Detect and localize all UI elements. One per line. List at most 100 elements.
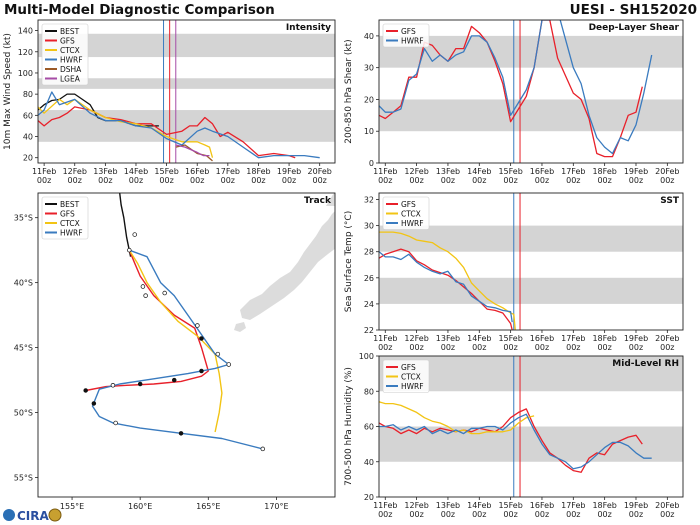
rh-xtick-label: 15Feb 00z — [498, 501, 522, 519]
sst-ytick-label: 22 — [364, 326, 374, 335]
intensity-legend-label-dsha: DSHA — [60, 65, 82, 74]
sst-xtick-label: 12Feb 00z — [404, 334, 428, 352]
shear-series-hwrf — [379, 20, 653, 155]
rh-series-group — [379, 401, 652, 473]
intensity-frame — [37, 19, 336, 164]
intensity-xtick-label: 19Feb 00z — [277, 167, 301, 185]
intensity-legend-label-best: BEST — [60, 27, 80, 36]
track-panel: 155°E 160°E 165°E 170°E 35°S 40°S 45°S 50°S 55°S… — [14, 192, 336, 511]
shear-panel-title: Deep-Layer Shear — [589, 23, 680, 33]
sst-xtick-label: 15Feb 00z — [498, 334, 522, 352]
track-position-marker — [132, 232, 137, 237]
shear-shaded-band — [379, 99, 683, 132]
rh-legend-label-hwrf: HWRF — [401, 382, 424, 391]
sst-series-group — [379, 231, 516, 330]
rh-shaded-band — [379, 356, 683, 392]
sst-xtick-label: 13Feb 00z — [436, 334, 460, 352]
intensity-xtick-label: 16Feb 00z — [185, 167, 209, 185]
intensity-ytick-label: 80 — [23, 90, 33, 99]
rh-xtick-label: 11Feb 00z — [373, 501, 397, 519]
track-xtick-label: 170°E — [264, 502, 288, 511]
shear-xtick-label: 12Feb 00z — [404, 167, 428, 185]
shear-xtick-label: 11Feb 00z — [373, 167, 397, 185]
track-map-layer — [83, 193, 335, 452]
rh-xtick-label: 12Feb 00z — [404, 501, 428, 519]
sst-series-hwrf — [379, 251, 513, 323]
rh-legend — [382, 359, 430, 393]
track-series-hwrf — [91, 249, 263, 450]
shear-xtick-label: 20Feb 00z — [655, 167, 679, 185]
sst-xtick-label: 11Feb 00z — [373, 334, 397, 352]
track-legend-label-ctcx: CTCX — [60, 219, 80, 228]
shear-series-group — [379, 20, 653, 158]
track-position-marker — [127, 247, 132, 253]
rh-legend-label-ctcx: CTCX — [401, 373, 421, 382]
track-position-marker — [199, 368, 204, 374]
track-position-marker — [215, 351, 221, 357]
sst-shaded-band — [379, 277, 683, 304]
shear-xtick-label: 13Feb 00z — [436, 167, 460, 185]
intensity-xtick-label: 20Feb 00z — [308, 167, 332, 185]
track-ytick-label: 55°S — [14, 474, 33, 483]
sst-legend — [382, 196, 430, 230]
sst-legend-label-gfs: GFS — [401, 200, 416, 209]
cira-logo: CIRA — [3, 508, 62, 523]
storm-id-label: UESI - SH152020 — [570, 2, 697, 18]
shear-xtick-label: 17Feb 00z — [561, 167, 585, 185]
intensity-legend-label-gfs: GFS — [60, 37, 75, 46]
track-plot-area — [38, 193, 335, 497]
rh-ytick-label: 20 — [364, 493, 374, 502]
track-xtick-label: 160°E — [128, 502, 152, 511]
intensity-ytick-label: 20 — [23, 154, 33, 163]
sst-plot-area — [379, 193, 683, 330]
sst-ytick-label: 24 — [364, 300, 374, 309]
track-position-marker — [140, 284, 146, 289]
sst-y-axis-label: Sea Surface Temp (°C) — [344, 211, 354, 312]
sst-xtick-label: 20Feb 00z — [655, 334, 679, 352]
rh-ytick-label: 100 — [359, 352, 374, 361]
track-xtick-label: 165°E — [196, 502, 220, 511]
intensity-shaded-band — [38, 110, 335, 142]
shear-xtick-label: 16Feb 00z — [530, 167, 554, 185]
track-series-best — [119, 193, 132, 257]
shear-y-axis-label: 200-850 hPa Shear (kt) — [344, 39, 354, 143]
sst-xtick-label: 14Feb 00z — [467, 334, 491, 352]
intensity-xtick-label: 11Feb 00z — [32, 167, 56, 185]
sst-panel: 22 24 26 28 30 32 11Feb 00z 12Feb 00z 13Feb 00z 14Fe… — [344, 192, 684, 352]
track-panel-title: Track — [304, 196, 332, 206]
intensity-series-hwrf — [38, 91, 320, 159]
rh-y-axis-label: 700-500 hPa Humidity (%) — [344, 367, 354, 486]
sst-ytick-label: 30 — [364, 222, 374, 231]
intensity-legend-label-lgea: LGEA — [60, 75, 81, 84]
track-position-marker — [113, 420, 118, 426]
rh-panel: 20 40 60 80 100 11Feb 00z 12Feb 00z 13Feb 00z 14Feb… — [344, 352, 684, 519]
intensity-series-group — [38, 91, 320, 162]
track-ytick-label: 40°S — [14, 279, 33, 288]
shear-ytick-label: 30 — [364, 64, 374, 73]
sst-ytick-label: 28 — [364, 248, 374, 257]
track-series-gfs — [85, 249, 210, 392]
rh-series-ctcx — [379, 401, 535, 435]
rh-xtick-label: 16Feb 00z — [530, 501, 554, 519]
intensity-series-lgea — [175, 144, 210, 157]
track-ytick-label: 35°S — [14, 214, 33, 223]
sst-series-gfs — [379, 248, 513, 330]
track-position-marker — [178, 431, 184, 436]
intensity-y-axis-label: 10m Max Wind Speed (kt) — [3, 33, 13, 150]
logo-seal-icon — [48, 508, 62, 522]
track-series-ctcx — [128, 249, 223, 433]
intensity-xtick-label: 12Feb 00z — [63, 167, 87, 185]
sst-xtick-label: 18Feb 00z — [592, 334, 616, 352]
shear-xtick-label: 14Feb 00z — [467, 167, 491, 185]
track-position-marker — [162, 290, 167, 296]
rh-xtick-label: 19Feb 00z — [624, 501, 648, 519]
intensity-ytick-label: 40 — [23, 133, 33, 142]
shear-legend-label-gfs: GFS — [401, 27, 416, 36]
intensity-xtick-label: 17Feb 00z — [216, 167, 240, 185]
shear-legend-label-hwrf: HWRF — [401, 37, 424, 46]
intensity-legend-label-ctcx: CTCX — [60, 46, 80, 55]
sst-series-ctcx — [379, 231, 516, 330]
rh-ytick-label: 40 — [364, 458, 374, 467]
rh-panel-title: Mid-Level RH — [612, 359, 679, 369]
